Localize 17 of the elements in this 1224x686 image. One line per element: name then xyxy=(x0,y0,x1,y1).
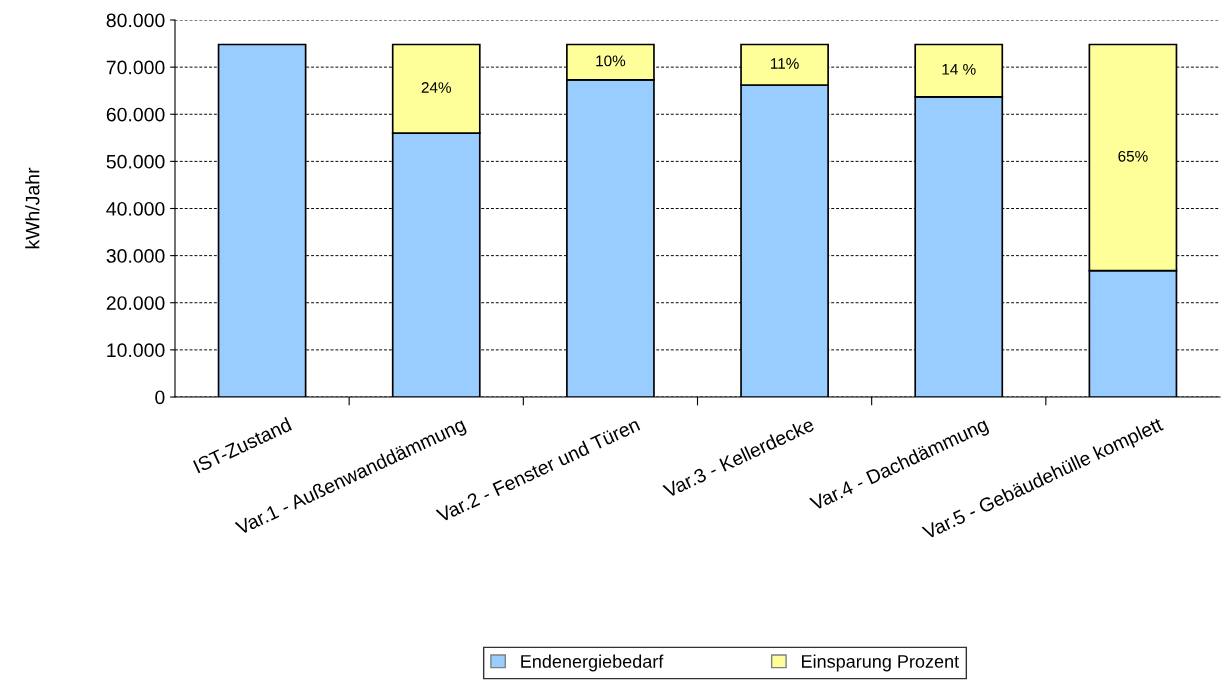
annotation: 65% xyxy=(1118,150,1148,162)
y-tick-label: 70.000 xyxy=(106,60,165,75)
annotation: 10% xyxy=(596,55,626,67)
y-tick-label: 0 xyxy=(155,390,165,405)
annotation: 11% xyxy=(771,58,799,69)
y-tick-label: 10.000 xyxy=(107,343,165,358)
legend-label: Einsparung Prozent xyxy=(802,654,959,672)
y-tick-label: 60.000 xyxy=(106,107,165,122)
y-tick-label: 40.000 xyxy=(106,201,165,216)
annotation: 14 % xyxy=(942,64,976,75)
y-tick-label: 20.000 xyxy=(106,296,165,310)
legend-label: Endenergiebedarf xyxy=(521,654,664,672)
annotation: 24% xyxy=(421,82,451,93)
y-axis-title: kWh/Jahr xyxy=(25,167,40,249)
y-tick-label: 80.000 xyxy=(106,13,165,28)
y-tick-label: 50.000 xyxy=(106,154,165,169)
y-tick-label: 30.000 xyxy=(106,249,165,263)
